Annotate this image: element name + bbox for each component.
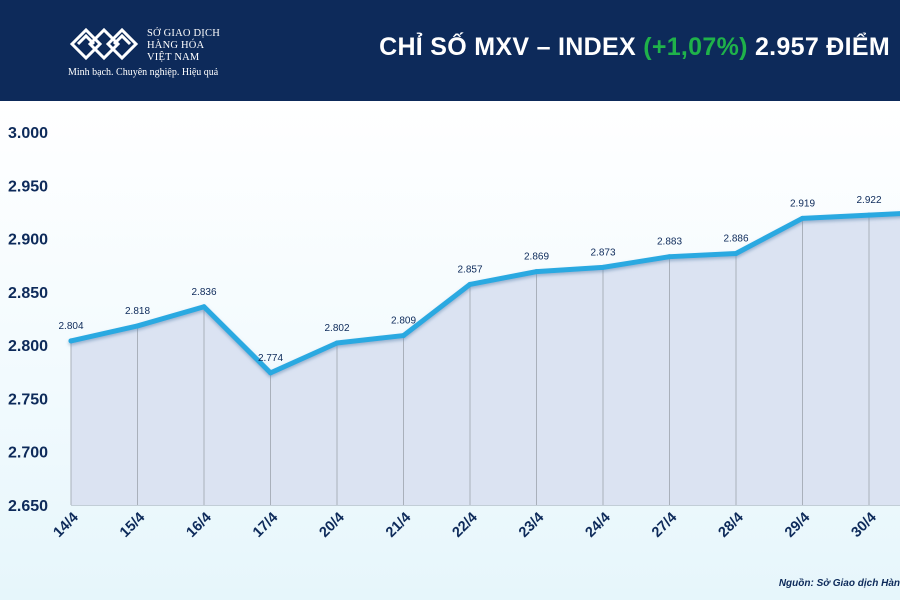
y-tick-label: 2.900: [8, 232, 48, 249]
data-point-22/4: [467, 281, 473, 287]
data-label-28/4: 2.886: [723, 233, 748, 244]
data-label-14/4: 2.804: [58, 321, 83, 332]
data-point-17/4: [268, 370, 273, 376]
data-label-22/4: 2.857: [457, 264, 482, 275]
x-tick-label: 16/4: [184, 510, 215, 541]
logo-name-line3: VIỆT NAM: [147, 52, 200, 63]
x-tick-label: 21/4: [383, 510, 414, 541]
data-point-24/4: [600, 264, 606, 270]
data-point-15/4: [135, 323, 140, 329]
data-label-30/4: 2.922: [856, 195, 881, 206]
title-value: 2.957 ĐIỂM: [747, 33, 890, 61]
data-point-27/4: [667, 254, 672, 260]
data-point-21/4: [401, 333, 406, 339]
data-point-28/4: [733, 250, 739, 256]
y-tick-label: 2.700: [8, 445, 48, 462]
data-point-29/4: [800, 215, 805, 221]
data-label-24/4: 2.873: [590, 247, 615, 258]
data-label-21/4: 2.809: [391, 316, 416, 327]
logo-name-line2: HÀNG HÓA: [147, 40, 205, 51]
chart-title: CHỈ SỐ MXV – INDEX (+1,07%) 2.957 ĐIỂM: [379, 33, 890, 62]
x-tick-label: 28/4: [716, 510, 747, 541]
x-tick-label: 24/4: [583, 510, 614, 541]
y-tick-label: 2.850: [8, 285, 48, 302]
mxv-logo-icon: [69, 27, 139, 61]
x-tick-label: 30/4: [849, 510, 880, 541]
y-tick-label: 2.950: [8, 178, 48, 195]
x-tick-label: 27/4: [649, 510, 680, 541]
area-fill: [71, 213, 900, 505]
x-tick-label: 15/4: [117, 510, 148, 541]
logo-tagline: Minh bạch. Chuyên nghiệp. Hiệu quả: [68, 67, 219, 78]
y-tick-label: 2.650: [8, 498, 48, 515]
y-tick-label: 3.000: [8, 125, 48, 142]
data-point-14/4: [68, 338, 74, 344]
data-label-16/4: 2.836: [191, 287, 216, 298]
logo-name-line1: SỞ GIAO DỊCH: [147, 28, 220, 39]
source-note: Nguồn: Sở Giao dịch Hàn: [778, 578, 900, 589]
title-change: (+1,07%): [643, 33, 748, 61]
data-point-16/4: [201, 304, 207, 310]
data-label-27/4: 2.883: [657, 237, 682, 248]
x-tick-label: 22/4: [450, 510, 481, 541]
data-point-30/4: [866, 212, 872, 218]
data-label-23/4: 2.869: [524, 252, 549, 263]
y-tick-label: 2.800: [8, 338, 48, 355]
y-tick-label: 2.750: [8, 391, 48, 408]
title-main: CHỈ SỐ MXV – INDEX: [379, 33, 644, 61]
x-tick-label: 20/4: [317, 510, 348, 541]
header-banner: SỞ GIAO DỊCH HÀNG HÓA VIỆT NAM Minh bạch…: [0, 0, 900, 101]
data-point-20/4: [334, 340, 340, 346]
x-tick-label: 23/4: [516, 510, 547, 541]
series-line: [68, 211, 900, 376]
data-label-29/4: 2.919: [790, 198, 815, 209]
data-point-23/4: [534, 269, 539, 275]
data-label-20/4: 2.802: [324, 323, 349, 334]
x-tick-label: 29/4: [782, 510, 813, 541]
data-label-15/4: 2.818: [125, 306, 150, 317]
x-tick-label: 14/4: [51, 510, 82, 541]
x-tick-label: 17/4: [250, 510, 281, 541]
data-label-17/4: 2.774: [258, 353, 283, 364]
